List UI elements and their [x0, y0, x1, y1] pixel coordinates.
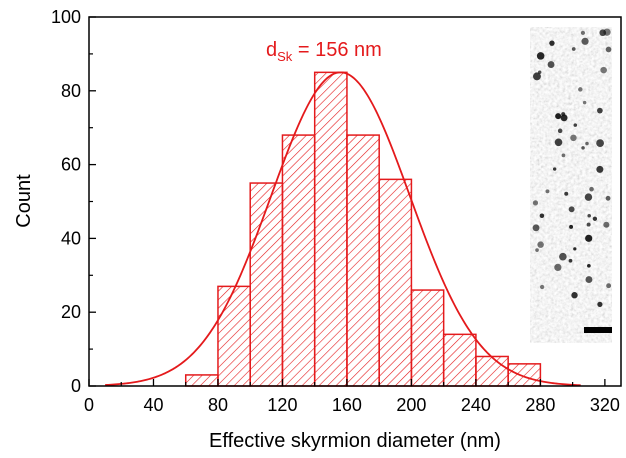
- bar-180: [378, 178, 413, 387]
- gaussian-fit-curve: [105, 71, 581, 387]
- x-tick-label: 120: [267, 395, 297, 415]
- x-tick-label: 80: [208, 395, 228, 415]
- x-axis-title: Effective skyrmion diameter (nm): [209, 430, 501, 452]
- x-tick-label: 40: [143, 395, 163, 415]
- x-axis-ticks: 0 40 80 120 160 200 240 280 320: [84, 379, 620, 415]
- inset-scale-bar: [584, 327, 612, 333]
- bar-140: [313, 71, 348, 387]
- x-tick-label: 320: [590, 395, 620, 415]
- bar-220: [442, 333, 477, 387]
- x-tick-label: 160: [332, 395, 362, 415]
- x-tick-label: 280: [525, 395, 555, 415]
- y-tick-label: 60: [61, 155, 81, 175]
- bar-240: [475, 355, 509, 387]
- y-tick-label: 40: [61, 228, 81, 248]
- bar-260: [507, 363, 542, 387]
- bar-100: [249, 182, 284, 387]
- inset-microscopy-image: [530, 27, 612, 343]
- x-tick-label: 240: [461, 395, 491, 415]
- bar-160: [346, 134, 380, 387]
- histogram-bars: [184, 71, 542, 387]
- y-axis-title: Count: [13, 174, 35, 228]
- y-tick-label: 20: [61, 302, 81, 322]
- inset-skyrmion-dots: [532, 28, 612, 307]
- mean-annotation: dSk = 156 nm: [266, 39, 382, 64]
- y-tick-label: 100: [51, 7, 81, 27]
- x-tick-label: 0: [84, 395, 94, 415]
- y-axis-ticks: 0 20 40 60 80 100: [51, 7, 96, 396]
- bar-120: [281, 134, 316, 387]
- x-tick-label: 200: [396, 395, 426, 415]
- y-tick-label: 80: [61, 81, 81, 101]
- bar-80: [217, 285, 251, 387]
- bar-60: [184, 374, 219, 387]
- bar-200: [410, 289, 445, 387]
- y-tick-label: 0: [71, 376, 81, 396]
